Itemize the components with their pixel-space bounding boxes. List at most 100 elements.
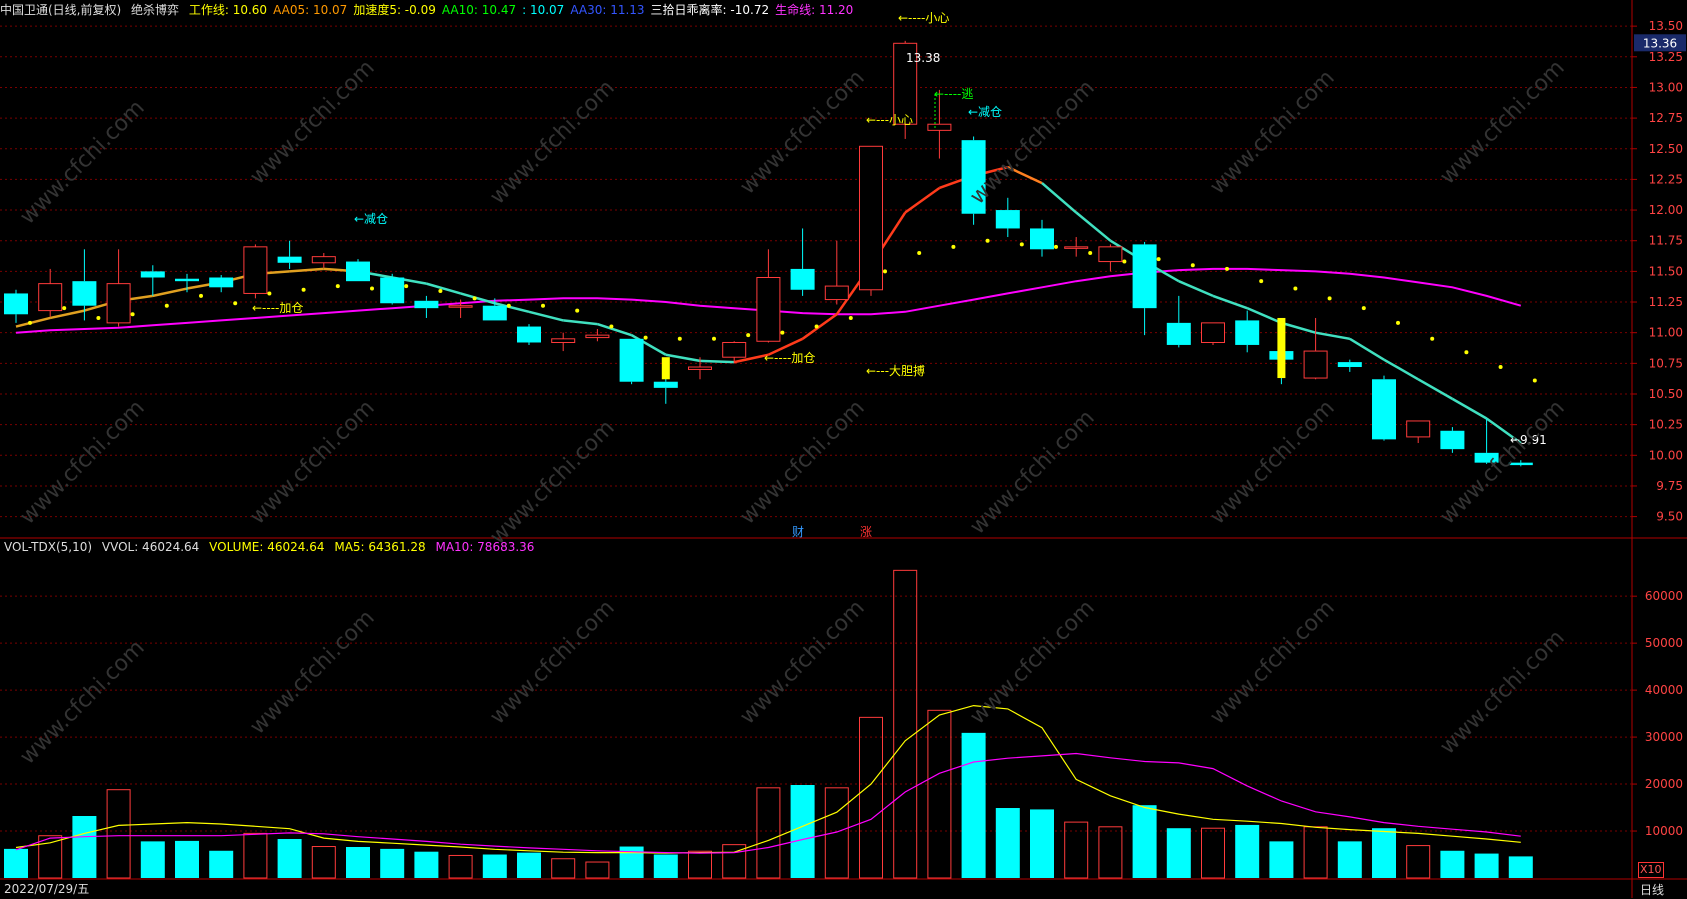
volume-bar [38,835,63,879]
candle-body [1474,452,1499,463]
volume-bar [175,840,199,878]
candle-body [482,305,507,321]
volume-bar [1235,824,1260,878]
signal-dot [438,288,443,293]
signal-dot [370,286,374,291]
volume-bar [346,847,370,878]
candle-body [824,285,849,301]
volume-bar [995,808,1020,878]
volume-bar [1098,826,1123,879]
candle-body [346,261,370,282]
candle-body [1030,228,1054,250]
volume-bar [1337,841,1362,878]
volume-bar [72,816,97,878]
price-tick-label: 12.50 [1649,142,1683,156]
candle-body [38,283,63,312]
volume-bar [1406,845,1431,879]
annotation-low: ←9.91 [1510,433,1547,447]
candle-body [414,300,439,309]
signal-dot [541,303,545,308]
candle-body [209,277,234,288]
signal-dot [199,293,203,298]
candle-body [448,305,473,308]
stock-title[interactable]: 中国卫通(日线,前复权) [0,3,122,17]
vol-ma5-line [15,704,1521,854]
annotations: ←减仓 ←----加仓 ←----加仓 ←---大胆搏 ←---小心 ←----小心 ←--… [252,11,1547,539]
annotation-jiancang: ←减仓 [968,105,1002,119]
annotation-jiacang: ←----加仓 [252,301,303,315]
annotation-zhang: 涨 [860,524,872,539]
volume-bar [448,854,473,879]
signal-dot [1054,244,1058,249]
work-line-segment [1485,417,1522,445]
candle-body [859,145,883,291]
header-item: 三拾日乖离率: -10.72 [650,3,770,17]
signal-dot [1464,350,1469,355]
signal-dot [1156,257,1161,262]
volume-bar [1508,856,1533,878]
signal-dot [506,303,511,308]
candle-body [175,278,199,282]
annotation-jiancang: ←减仓 [354,212,388,226]
header-item: 工作线: 10.60 [188,3,268,17]
work-line-segment [1281,321,1316,334]
volume-bar [961,732,986,878]
work-line-segment [767,337,804,356]
candle-body [1406,420,1431,438]
signal-dots [28,238,1537,383]
annotation-jiacang: ←----加仓 [764,351,815,365]
signal-dot [164,303,169,308]
signal-dot [609,324,614,329]
candle-body [961,140,986,214]
volume-bar [1030,809,1054,878]
volume-bar [893,569,918,879]
signal-dot [1430,336,1435,341]
annotation-tao: ←----逃 [934,87,973,101]
candle-body [995,210,1020,229]
work-line-segment [460,292,496,305]
indicator-name[interactable]: 绝杀博弈 [131,3,180,17]
work-line-segment [1041,182,1078,214]
work-line-segment [1451,397,1488,420]
signal-dot [335,284,340,289]
volume-bar [209,850,234,878]
header-item: : 10.07 [522,3,565,17]
candle-body [517,326,541,343]
volume-bar [140,841,165,878]
vol-title[interactable]: VOL-TDX(5,10) [4,540,93,554]
work-line-segment [563,319,598,326]
candle-body [72,281,97,306]
volume-bar [722,844,747,879]
work-line-segment [1212,294,1248,310]
candle-body [311,256,336,264]
signal-dot [848,315,853,320]
signal-dot [1361,306,1366,311]
signal-dot [746,333,751,338]
price-tick-label: 11.25 [1649,295,1683,309]
signal-dot [62,306,67,311]
work-line-segment [289,267,324,273]
work-line-segment [665,353,701,363]
candle-body [380,277,405,304]
candle-body [1132,244,1157,309]
x10-label[interactable]: X10 [1638,862,1664,878]
candle-body [585,334,610,339]
volume-bar [585,861,610,879]
current-price-box [1634,34,1686,52]
candle-body [140,271,165,278]
volume-bar [859,716,883,879]
period-label[interactable]: 日线 [1640,883,1665,897]
header-item: AA10: 10.47 [441,3,517,17]
price-tick-label: 10.00 [1649,448,1683,462]
volume-grid [0,595,1632,832]
annotation-cai: 财 [792,525,804,539]
volume-header: VOL-TDX(5,10) VVOL: 46024.64 VOLUME: 460… [4,540,540,558]
candle-body [1337,362,1362,368]
work-line-segment [630,334,667,356]
signal-dot [1532,378,1537,383]
volume-bars [4,569,1533,879]
price-header: 中国卫通(日线,前复权) 绝杀博弈 工作线: 10.60 AA05: 10.07 加… [0,1,865,19]
volume-bar [106,789,131,879]
